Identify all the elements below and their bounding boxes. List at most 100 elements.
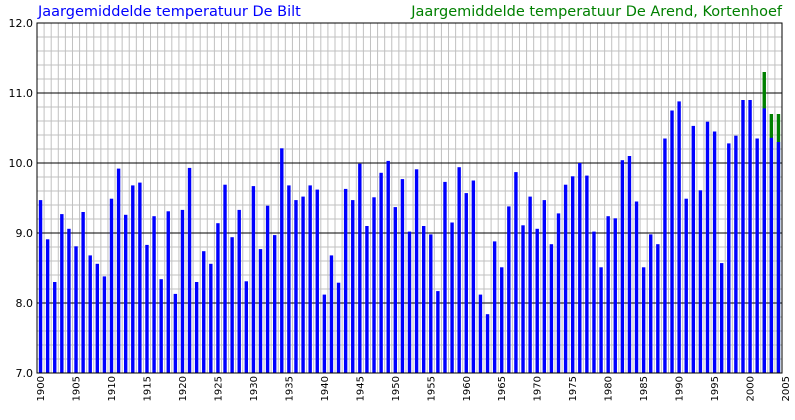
bar-debilt-1939 xyxy=(315,189,319,373)
bar-debilt-1956 xyxy=(436,291,440,373)
bar-debilt-1966 xyxy=(507,206,511,373)
bar-debilt-1991 xyxy=(684,198,688,373)
bar-debilt-1902 xyxy=(53,282,57,373)
bar-debilt-1985 xyxy=(641,267,646,373)
bar-debilt-1953 xyxy=(414,169,419,373)
bar-debilt-1993 xyxy=(698,190,703,373)
bar-debilt-1979 xyxy=(599,267,603,373)
bar-debilt-1996 xyxy=(719,263,724,373)
bar-debilt-1989 xyxy=(670,110,674,373)
x-tick-label: 1970 xyxy=(533,376,544,401)
bar-debilt-1925 xyxy=(216,223,220,373)
bar-debilt-1954 xyxy=(421,226,426,373)
bar-debilt-2000 xyxy=(748,100,752,373)
grid-minor xyxy=(36,22,783,374)
bar-debilt-1957 xyxy=(443,181,447,373)
bar-debilt-1942 xyxy=(336,282,341,373)
bar-debilt-1921 xyxy=(187,167,192,373)
bar-debilt-1945 xyxy=(358,163,362,373)
bar-debilt-2003 xyxy=(769,137,774,373)
bar-debilt-1948 xyxy=(379,172,383,373)
bar-debilt-1940 xyxy=(322,294,327,373)
x-tick-label: 1915 xyxy=(142,376,153,401)
bar-debilt-1978 xyxy=(592,231,596,373)
bar-debilt-1903 xyxy=(60,214,64,373)
bar-debilt-1967 xyxy=(514,172,518,373)
bar-debilt-1909 xyxy=(102,276,107,373)
bar-debilt-1955 xyxy=(429,234,433,373)
bar-debilt-1990 xyxy=(677,101,681,374)
bar-debilt-1900 xyxy=(38,200,43,373)
bar-debilt-1969 xyxy=(528,196,532,373)
bar-debilt-1998 xyxy=(734,135,738,373)
bar-debilt-1977 xyxy=(585,175,589,373)
bar-debilt-1927 xyxy=(230,237,234,373)
bar-debilt-1926 xyxy=(223,184,227,373)
x-tick-label: 1940 xyxy=(320,376,331,401)
x-tick-label: 1955 xyxy=(426,376,437,401)
bar-debilt-1914 xyxy=(138,182,142,373)
bar-debilt-1992 xyxy=(691,125,696,374)
axes xyxy=(36,22,783,374)
bar-debilt-1906 xyxy=(81,212,85,373)
bar-debilt-1916 xyxy=(152,216,156,373)
bar-debilt-2002 xyxy=(762,108,766,374)
bar-debilt-1941 xyxy=(329,255,334,373)
x-tick-labels: 1900 1905 1910 1915 1920 1925 1930 1935 1940 1945… xyxy=(36,376,792,401)
x-tick-label: 1920 xyxy=(178,376,189,401)
bar-debilt-1959 xyxy=(457,167,461,373)
bar-debilt-1952 xyxy=(407,231,412,373)
bar-debilt-1958 xyxy=(450,222,454,373)
bar-debilt-1963 xyxy=(485,314,490,373)
bar-debilt-1960 xyxy=(464,193,468,373)
bar-debilt-1910 xyxy=(109,198,114,373)
x-tick-label: 1985 xyxy=(639,376,650,401)
bar-debilt-1944 xyxy=(351,200,355,373)
bar-debilt-1911 xyxy=(116,168,121,373)
bar-debilt-1999 xyxy=(741,100,745,373)
bar-debilt-1997 xyxy=(727,143,731,373)
bar-debilt-1913 xyxy=(131,185,135,373)
bar-debilt-1920 xyxy=(180,209,185,373)
bar-debilt-1938 xyxy=(308,185,312,373)
x-tick-label: 2000 xyxy=(746,376,757,401)
bar-debilt-1981 xyxy=(613,218,617,373)
bar-debilt-1949 xyxy=(386,160,390,373)
y-tick-label: 7.0 xyxy=(16,367,34,380)
x-tick-label: 1980 xyxy=(604,376,615,401)
legend-debilt: Jaargemiddelde temperatuur De Bilt xyxy=(37,4,301,20)
bar-debilt-1987 xyxy=(656,244,660,373)
bar-debilt-1983 xyxy=(627,156,632,373)
bar-debilt-1915 xyxy=(145,244,149,373)
bar-debilt-1943 xyxy=(343,188,348,373)
bar-debilt-1976 xyxy=(578,163,582,373)
y-tick-label: 9.0 xyxy=(16,227,34,240)
bar-debilt-1994 xyxy=(705,121,710,373)
bar-debilt-1905 xyxy=(74,246,78,373)
x-tick-label: 1975 xyxy=(568,376,579,401)
bar-debilt-2004 xyxy=(776,142,781,373)
bar-debilt-1930 xyxy=(251,186,256,373)
x-tick-label: 1910 xyxy=(107,376,118,401)
bar-debilt-1986 xyxy=(649,234,653,373)
bar-debilt-1908 xyxy=(95,263,100,373)
bar-debilt-1984 xyxy=(634,201,639,373)
bar-debilt-1946 xyxy=(365,226,369,373)
bar-debilt-1901 xyxy=(45,239,50,373)
bar-debilt-1982 xyxy=(620,160,625,373)
bar-debilt-1951 xyxy=(400,179,405,373)
x-tick-label: 1995 xyxy=(710,376,721,401)
x-tick-label: 1950 xyxy=(391,376,402,401)
bar-debilt-1904 xyxy=(67,228,71,373)
bar-debilt-1975 xyxy=(570,176,575,373)
x-tick-label: 1960 xyxy=(462,376,473,401)
bar-debilt-1929 xyxy=(244,281,249,373)
x-tick-label: 1900 xyxy=(36,376,47,401)
bar-debilt-2001 xyxy=(755,138,759,373)
bar-debilt-1936 xyxy=(294,200,298,373)
bar-debilt-1980 xyxy=(606,216,610,373)
bar-debilt-1950 xyxy=(393,207,398,373)
bar-debilt-1970 xyxy=(535,228,539,373)
y-tick-labels: 7.0 8.0 9.0 10.0 11.0 12.0 xyxy=(9,17,34,380)
